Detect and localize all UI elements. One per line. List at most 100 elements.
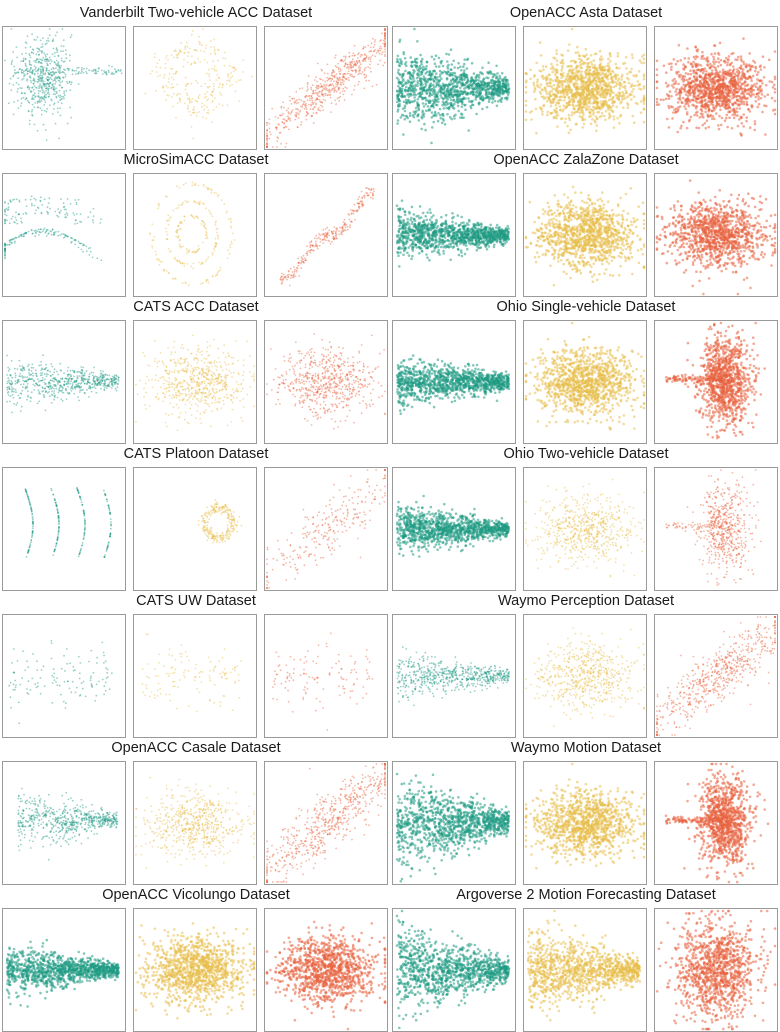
data-point <box>317 98 320 101</box>
data-point <box>358 65 361 68</box>
data-point <box>50 642 53 645</box>
data-point <box>314 537 317 540</box>
data-point <box>184 418 186 421</box>
data-point <box>174 73 177 75</box>
data-point <box>359 556 362 559</box>
data-point <box>90 386 92 389</box>
data-point <box>206 378 208 381</box>
data-point <box>237 359 239 362</box>
data-point <box>335 227 338 230</box>
data-point <box>270 389 273 391</box>
data-point <box>50 393 53 396</box>
data-point <box>372 194 374 197</box>
data-point <box>82 680 85 683</box>
data-point <box>315 414 317 417</box>
data-point <box>353 388 356 391</box>
data-point <box>79 551 81 554</box>
data-point <box>202 116 204 119</box>
data-point <box>301 87 304 89</box>
data-point <box>205 230 207 233</box>
data-point <box>4 250 6 252</box>
data-point <box>175 53 178 56</box>
data-point <box>192 395 195 398</box>
data-point <box>103 685 106 688</box>
data-point <box>328 387 331 389</box>
data-point <box>195 79 197 82</box>
data-point <box>354 69 357 72</box>
data-point <box>384 469 386 471</box>
data-point <box>195 663 197 666</box>
data-point <box>289 390 292 393</box>
data-point <box>44 101 47 104</box>
data-point <box>327 523 329 526</box>
data-point <box>185 370 188 373</box>
data-point <box>328 88 331 91</box>
data-point <box>15 198 18 201</box>
data-point <box>279 278 282 281</box>
data-point <box>12 671 15 674</box>
data-point <box>95 694 98 697</box>
data-point <box>367 383 370 386</box>
data-point <box>44 409 47 412</box>
data-point <box>212 390 215 393</box>
data-point <box>52 493 55 496</box>
data-point <box>228 218 230 220</box>
data-point <box>321 105 324 108</box>
data-point <box>325 361 328 363</box>
data-point <box>26 86 29 89</box>
data-point <box>384 477 386 479</box>
data-point <box>165 370 168 372</box>
data-point <box>224 384 227 386</box>
data-point <box>32 94 34 97</box>
data-point <box>22 235 24 238</box>
data-point <box>156 62 159 65</box>
data-point <box>365 79 368 82</box>
data-point <box>46 206 49 209</box>
data-point <box>71 680 74 683</box>
data-point <box>373 43 376 46</box>
data-point <box>9 77 12 80</box>
data-point <box>242 371 245 373</box>
data-point <box>100 69 103 72</box>
data-point <box>40 51 43 54</box>
data-point <box>177 383 179 385</box>
data-point <box>58 389 61 392</box>
data-point <box>292 550 295 553</box>
data-point <box>165 391 168 393</box>
data-point <box>170 83 173 85</box>
data-point <box>29 502 31 505</box>
data-point <box>309 361 312 364</box>
data-point <box>14 69 16 72</box>
data-point <box>201 527 204 530</box>
data-point <box>344 377 347 380</box>
data-point <box>81 66 83 69</box>
data-point <box>81 687 84 690</box>
data-point <box>75 380 78 383</box>
data-point <box>214 374 216 376</box>
data-point <box>108 383 111 385</box>
data-point <box>311 244 314 247</box>
data-point <box>296 112 299 115</box>
data-point <box>307 389 310 392</box>
data-point <box>235 68 237 71</box>
data-point <box>327 530 330 532</box>
data-point <box>55 505 58 508</box>
data-point <box>253 405 255 408</box>
data-point <box>173 396 176 398</box>
data-point <box>344 64 346 67</box>
data-point <box>77 555 80 558</box>
data-point <box>186 51 189 54</box>
data-point <box>100 218 102 221</box>
data-point <box>310 86 313 89</box>
data-point <box>80 72 82 74</box>
data-point <box>14 216 17 219</box>
data-point <box>170 96 173 98</box>
data-point <box>213 359 216 362</box>
data-point <box>68 81 71 84</box>
data-point <box>343 76 345 79</box>
data-point <box>24 669 27 672</box>
data-point <box>78 382 80 385</box>
data-point <box>39 97 41 100</box>
data-point <box>193 374 196 377</box>
data-point <box>348 55 351 58</box>
